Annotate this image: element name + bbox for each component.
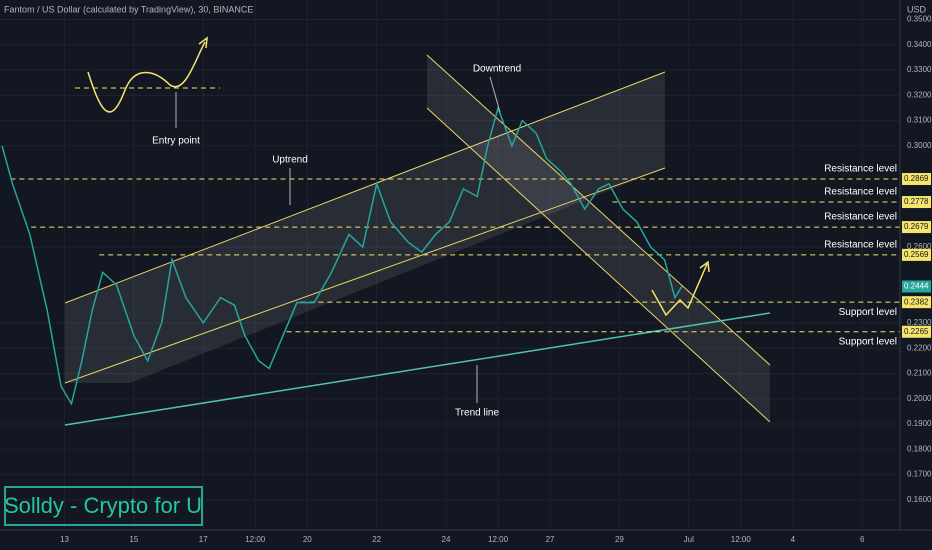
x-tick-label: 4: [791, 535, 796, 544]
level-price-box: [902, 248, 931, 261]
level-name: Support level: [839, 307, 897, 318]
plot: [1, 105, 683, 406]
x-tick-label: 29: [615, 535, 624, 544]
level-price-box: [902, 325, 931, 338]
y-tick-label: 0.3100: [907, 116, 932, 125]
downtrend-pointer: [489, 76, 501, 113]
trend-line-label: Trend line: [455, 408, 500, 419]
y-tick-label: 0.3000: [907, 141, 932, 150]
x-tick-label: 24: [442, 535, 451, 544]
y-tick-label: 0.2300: [907, 318, 932, 327]
downtrend-channel: [427, 55, 770, 422]
y-tick-label: 0.3500: [907, 15, 932, 24]
level-price: 0.2869: [904, 174, 929, 183]
x-tick-label: 15: [129, 535, 138, 544]
y-tick-label: 0.3300: [907, 65, 932, 74]
y-tick-label: 0.1800: [907, 444, 932, 453]
uptrend-lower: [64, 167, 666, 384]
y-tick-label: 0.2200: [907, 343, 932, 352]
level-name: Support level: [839, 336, 897, 347]
uptrend-label: Uptrend: [272, 155, 308, 166]
projection-arrow: [699, 260, 710, 273]
downtrend-label: Downtrend: [473, 64, 521, 75]
entry-arrow: [198, 36, 208, 49]
projection: [651, 263, 708, 317]
y-tick-label: 0.1700: [907, 470, 932, 479]
level-name: Resistance level: [824, 212, 897, 223]
x-tick-label: 12:00: [245, 535, 266, 544]
watermark-box: [4, 486, 203, 526]
x-tick-label: 12:00: [488, 535, 509, 544]
level-price: 0.2679: [904, 222, 929, 231]
y-tick-label: 0.2000: [907, 394, 932, 403]
level-price: 0.2265: [904, 327, 929, 336]
x-tick-label: 20: [303, 535, 312, 544]
x-tick-label: 13: [60, 535, 69, 544]
currency: USD: [907, 4, 927, 14]
y-tick-label: 0.1900: [907, 419, 932, 428]
price-line: [1, 105, 683, 406]
y-tick-label: 0.3400: [907, 40, 932, 49]
level-price-box: [902, 296, 931, 309]
level-price: 0.2382: [904, 297, 929, 306]
x-tick-label: 17: [199, 535, 208, 544]
x-tick-label: 12:00: [731, 535, 752, 544]
level-name: Resistance level: [824, 240, 897, 251]
x-tick-label: Jul: [684, 535, 694, 544]
x-tick-label: 6: [860, 535, 865, 544]
x-tick-label: 27: [546, 535, 555, 544]
y-tick-label: 0.2600: [907, 242, 932, 251]
level-price-box: [902, 173, 931, 186]
x-tick-label: 22: [372, 535, 381, 544]
last-price-box: [902, 280, 931, 293]
level-name: Resistance level: [824, 187, 897, 198]
entry-label: Entry point: [152, 136, 200, 147]
header: Fantom / US Dollar (calculated by Tradin…: [4, 4, 253, 14]
entry-sketch: [87, 41, 206, 113]
last-price: 0.2444: [904, 282, 929, 291]
level-price: 0.2778: [904, 197, 929, 206]
level-name: Resistance level: [824, 164, 897, 175]
downtrend-upper: [426, 54, 771, 366]
y-tick-label: 0.1600: [907, 495, 932, 504]
levels: Resistance level Resistance level Resistan…: [10, 164, 900, 347]
level-price-box: [902, 221, 931, 234]
watermark: Solldy - Crypto for U: [4, 493, 202, 518]
level-price-box: [902, 196, 931, 209]
y-tick-label: 0.2100: [907, 369, 932, 378]
grid: [0, 0, 900, 530]
trend-line: [64, 312, 771, 426]
uptrend-upper: [64, 71, 666, 304]
y-tick-label: 0.3200: [907, 90, 932, 99]
level-price: 0.2569: [904, 250, 929, 259]
